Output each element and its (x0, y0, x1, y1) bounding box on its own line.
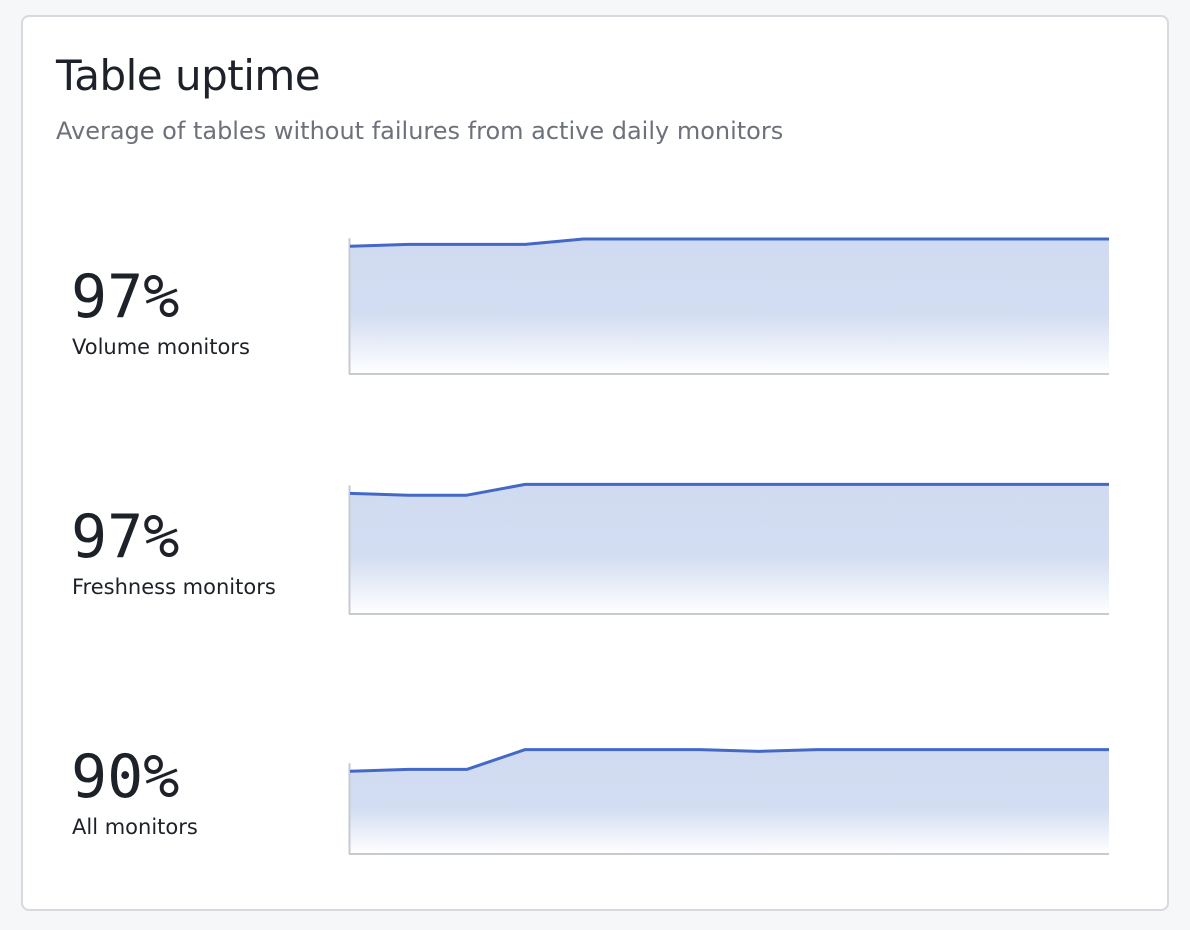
area-fill (350, 749, 1109, 854)
metric-value: 97% (71, 262, 180, 332)
freshness-uptime-sparkline (348, 482, 1109, 615)
card-title: Table uptime (56, 51, 321, 100)
metric-value: 90% (71, 742, 180, 812)
table-uptime-card: Table uptime Average of tables without f… (21, 15, 1169, 911)
metric-row-all: 90% All monitors (23, 687, 1167, 887)
metric-row-freshness: 97% Freshness monitors (23, 447, 1167, 647)
area-fill (350, 239, 1109, 374)
metric-row-volume: 97% Volume monitors (23, 207, 1167, 407)
card-subtitle: Average of tables without failures from … (56, 117, 784, 145)
area-fill (350, 484, 1109, 614)
metric-value: 97% (71, 502, 180, 572)
uptime-series-line (349, 482, 1109, 497)
metric-label: All monitors (72, 815, 198, 839)
volume-uptime-sparkline (348, 237, 1109, 375)
uptime-series-line (349, 237, 1109, 248)
all-uptime-sparkline (348, 748, 1109, 855)
uptime-series-line (349, 748, 1109, 773)
metric-label: Freshness monitors (72, 575, 276, 599)
metric-label: Volume monitors (72, 335, 250, 359)
